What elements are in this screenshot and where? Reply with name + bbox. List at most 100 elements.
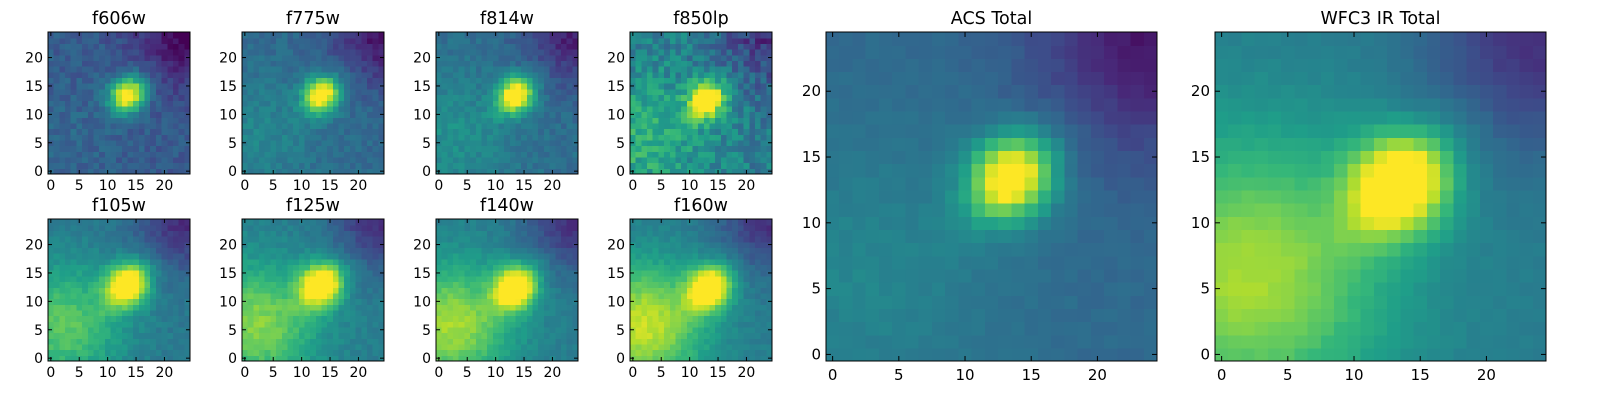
heatmap-cell xyxy=(310,94,317,101)
heatmap-cell xyxy=(70,298,77,305)
heatmap-cell xyxy=(686,105,694,113)
heatmap-cell xyxy=(167,275,174,283)
heatmap-cell xyxy=(167,111,174,118)
heatmap-cell xyxy=(526,258,534,266)
heatmap-cell xyxy=(515,139,522,147)
heatmap-cell xyxy=(310,122,317,130)
heatmap-cell xyxy=(709,37,716,44)
heatmap-cell xyxy=(99,292,106,300)
heatmap-cell xyxy=(321,60,328,67)
heatmap-cell xyxy=(647,275,654,283)
heatmap-cell xyxy=(167,122,174,130)
heatmap-cell xyxy=(127,275,134,283)
heatmap-cell xyxy=(93,156,100,164)
heatmap-cell xyxy=(70,162,77,169)
heatmap-cell xyxy=(470,139,477,147)
heatmap-cell xyxy=(492,54,500,61)
heatmap-cell xyxy=(572,49,579,56)
heatmap-cell xyxy=(349,83,357,90)
heatmap-cell xyxy=(253,275,260,283)
heatmap-cell xyxy=(167,168,174,175)
heatmap-cell xyxy=(492,66,500,73)
heatmap-cell xyxy=(332,71,340,79)
heatmap-cell xyxy=(59,83,66,90)
heatmap-cell xyxy=(715,349,722,356)
heatmap-cell xyxy=(349,128,357,135)
heatmap-cell xyxy=(720,37,728,44)
heatmap-cell xyxy=(276,49,283,56)
heatmap-cell xyxy=(652,332,659,339)
heatmap-cell xyxy=(498,224,505,231)
heatmap-cell xyxy=(532,230,539,237)
heatmap-cell xyxy=(315,32,323,39)
heatmap-cell xyxy=(344,54,351,61)
heatmap-cell xyxy=(338,264,345,271)
heatmap-cell xyxy=(521,287,528,294)
heatmap-cell xyxy=(167,105,174,113)
heatmap-cell xyxy=(315,224,323,231)
heatmap-cell xyxy=(372,253,379,260)
heatmap-cell xyxy=(76,100,83,107)
heatmap-cell xyxy=(749,134,756,141)
heatmap-cell xyxy=(436,122,443,130)
heatmap-cell xyxy=(259,139,266,147)
heatmap-cell xyxy=(732,309,739,317)
heatmap-cell xyxy=(76,88,83,96)
heatmap-cell xyxy=(144,258,151,266)
heatmap-cell xyxy=(372,122,379,130)
heatmap-cell xyxy=(453,270,460,277)
heatmap-cell xyxy=(754,71,762,79)
heatmap-cell xyxy=(59,241,66,248)
heatmap-cell xyxy=(703,309,711,317)
heatmap-cell xyxy=(298,156,306,164)
heatmap-cell xyxy=(184,117,191,124)
heatmap-cell xyxy=(630,287,637,294)
heatmap-cell xyxy=(538,253,545,260)
heatmap-cell xyxy=(681,156,688,164)
heatmap-cell xyxy=(453,128,460,135)
heatmap-cell xyxy=(498,162,505,169)
heatmap-cell xyxy=(315,49,323,56)
heatmap-cell xyxy=(453,219,460,226)
heatmap-cell xyxy=(560,32,568,39)
heatmap-cell xyxy=(304,71,311,79)
heatmap-cell xyxy=(167,37,174,44)
heatmap-cell xyxy=(572,71,579,79)
heatmap-cell xyxy=(743,326,750,334)
heatmap-cell xyxy=(378,315,385,322)
heatmap-cell xyxy=(104,281,112,288)
heatmap-cell xyxy=(310,60,317,67)
heatmap-cell xyxy=(293,309,300,317)
heatmap-cell xyxy=(709,287,716,294)
heatmap-cell xyxy=(87,264,95,271)
heatmap-cell xyxy=(133,326,140,334)
heatmap-cell xyxy=(560,281,568,288)
heatmap-cell xyxy=(82,241,89,248)
heatmap-cell xyxy=(555,77,562,84)
heatmap-cell xyxy=(766,275,773,283)
heatmap-cell xyxy=(458,270,465,277)
heatmap-cell xyxy=(475,88,483,96)
heatmap-cell xyxy=(366,156,374,164)
heatmap-cell xyxy=(635,117,642,124)
heatmap-cell xyxy=(630,349,637,356)
heatmap-cell xyxy=(161,349,168,356)
heatmap-cell xyxy=(116,224,123,231)
heatmap-cell xyxy=(304,105,311,113)
heatmap-cell xyxy=(543,117,551,124)
heatmap-cell xyxy=(515,315,522,322)
heatmap-cell xyxy=(447,145,454,152)
heatmap-cell xyxy=(669,88,677,96)
heatmap-cell xyxy=(338,60,345,67)
heatmap-cell xyxy=(709,151,716,158)
heatmap-cell xyxy=(635,71,642,79)
heatmap-cell xyxy=(53,156,60,164)
heatmap-cell xyxy=(760,94,767,101)
heatmap-cell xyxy=(82,315,89,322)
heatmap-cell xyxy=(498,287,505,294)
heatmap-cell xyxy=(549,77,556,84)
heatmap-cell xyxy=(127,71,134,79)
heatmap-cell xyxy=(572,281,579,288)
heatmap-cell xyxy=(48,43,55,50)
x-tick-label: 20 xyxy=(544,365,562,381)
